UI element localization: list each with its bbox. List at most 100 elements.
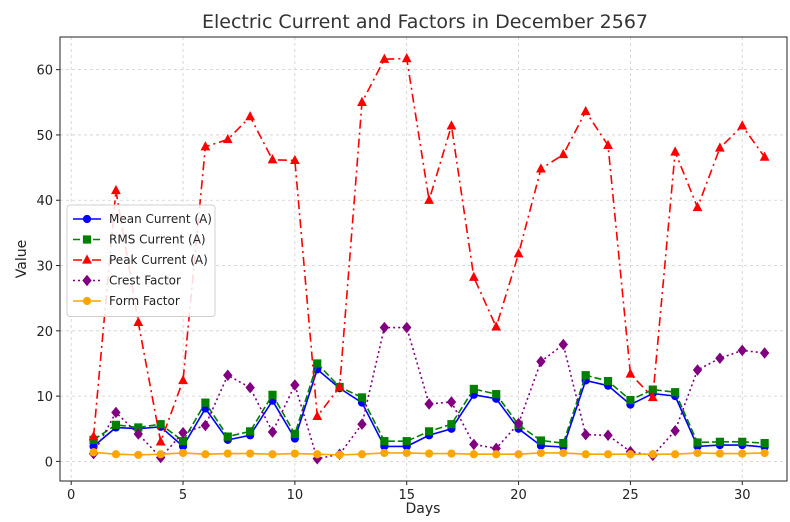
data-point	[737, 120, 748, 130]
data-point	[469, 384, 478, 394]
data-point	[178, 426, 188, 439]
y-tick-label: 40	[36, 194, 53, 209]
data-point	[536, 436, 546, 445]
data-point	[222, 133, 233, 144]
data-point	[469, 450, 478, 459]
legend-marker	[82, 235, 92, 244]
data-point	[558, 338, 569, 351]
series-form-factor	[89, 448, 769, 459]
data-point	[379, 321, 390, 334]
data-point	[402, 321, 412, 334]
data-point	[492, 390, 501, 399]
data-point	[313, 450, 322, 459]
data-point	[133, 428, 143, 440]
data-point	[178, 437, 188, 446]
data-point	[335, 450, 344, 459]
data-point	[760, 439, 769, 448]
data-point	[447, 449, 456, 458]
data-point	[558, 148, 569, 159]
data-point	[647, 391, 658, 402]
x-tick-label: 10	[287, 488, 304, 503]
data-point	[424, 427, 434, 436]
data-point	[603, 139, 613, 150]
x-tick-label: 20	[510, 488, 527, 503]
series-peak-current-a	[88, 52, 770, 446]
data-point	[670, 146, 681, 156]
data-point	[155, 436, 166, 446]
y-tick-label: 20	[36, 325, 53, 340]
data-point	[648, 450, 657, 459]
y-axis-label: Value	[14, 240, 30, 278]
plot-frame	[59, 36, 788, 482]
y-tick-label: 30	[36, 260, 53, 275]
legend: Mean Current (A) RMS Current (A) Peak Curr…	[66, 204, 216, 317]
data-point	[380, 448, 389, 458]
data-point	[156, 420, 165, 429]
data-point	[223, 449, 232, 458]
chart-title: Electric Current and Factors in December…	[202, 11, 648, 33]
data-point	[402, 448, 411, 458]
series-crest-factor	[88, 321, 770, 465]
data-point	[89, 448, 98, 457]
data-point	[246, 449, 255, 458]
data-point	[626, 395, 635, 405]
data-point	[759, 347, 770, 359]
data-point	[380, 437, 389, 446]
data-point	[246, 427, 255, 436]
data-point	[312, 410, 323, 421]
data-point	[402, 437, 411, 446]
data-point	[401, 52, 412, 63]
data-point	[492, 450, 501, 459]
x-tick-label: 30	[734, 488, 751, 503]
data-point	[111, 450, 121, 459]
data-point	[693, 438, 702, 447]
data-point	[178, 448, 188, 458]
data-point	[536, 355, 546, 368]
data-point	[200, 141, 211, 151]
x-tick-label: 25	[622, 488, 639, 503]
y-tick-label: 60	[36, 64, 53, 79]
data-point	[357, 418, 367, 430]
data-point	[580, 428, 591, 441]
legend-label: Form Factor	[109, 294, 180, 308]
data-point	[111, 420, 121, 429]
data-point	[491, 321, 502, 331]
legend-marker	[82, 214, 92, 224]
data-point	[289, 154, 300, 165]
data-point	[223, 432, 232, 441]
data-point	[424, 194, 434, 204]
data-point	[88, 431, 99, 441]
data-point	[514, 450, 523, 459]
data-point	[603, 429, 613, 442]
data-point	[759, 151, 770, 161]
y-tick-label: 50	[36, 129, 53, 144]
data-point	[536, 448, 546, 458]
data-point	[447, 420, 456, 429]
legend-marker	[82, 254, 92, 264]
data-point	[468, 271, 479, 281]
data-point	[201, 398, 210, 407]
data-point	[334, 381, 345, 391]
data-point	[245, 381, 255, 394]
data-point	[290, 379, 300, 391]
y-tick-label: 10	[36, 390, 53, 405]
data-point	[178, 374, 188, 385]
legend-label: RMS Current (A)	[109, 233, 206, 247]
data-point	[290, 449, 299, 458]
data-point	[357, 393, 367, 402]
data-point	[603, 377, 613, 386]
data-point	[201, 450, 210, 459]
x-axis-label: Days	[406, 501, 441, 517]
data-point	[715, 142, 725, 152]
data-point	[245, 111, 256, 121]
data-point	[223, 369, 233, 381]
x-tick-label: 15	[398, 488, 415, 503]
data-point	[267, 154, 278, 164]
data-point	[603, 450, 613, 459]
data-point	[692, 201, 703, 212]
axis-ticks: 0 5 10 15 20 25 30 0 10 20 30 40 50 60	[36, 64, 750, 503]
data-point	[134, 450, 143, 459]
data-point	[379, 53, 390, 63]
data-point	[626, 450, 635, 459]
